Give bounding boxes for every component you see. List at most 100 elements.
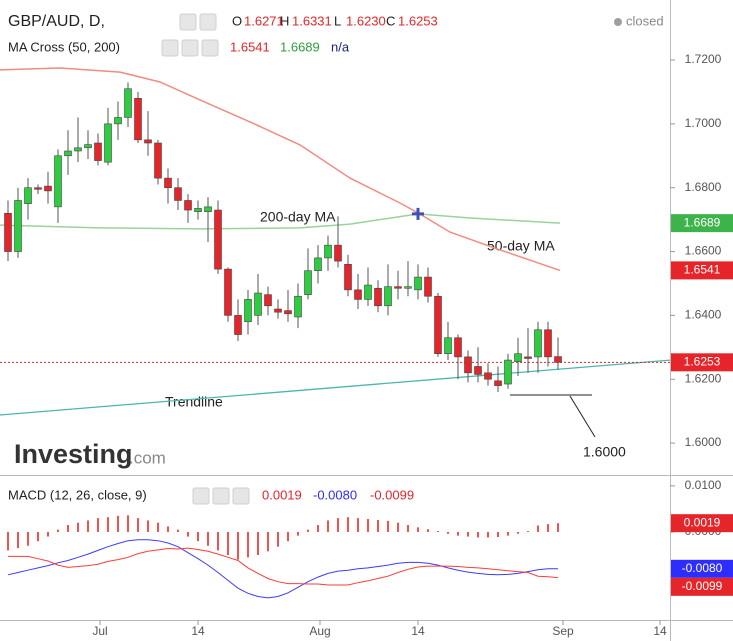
ohlc-label: O [232,13,242,28]
icon[interactable] [192,487,210,505]
annotation-line [569,395,596,438]
price-badge [671,261,733,280]
indicator-value: n/a [331,39,350,54]
x-tick-label: 14 [653,624,667,638]
histogram-bar [247,531,249,558]
candle-body [144,139,152,144]
histogram-bar [117,515,119,532]
histogram-bar [187,531,189,537]
candle-body [114,117,122,125]
candle-body [434,295,442,354]
candle-body [24,187,32,204]
candle-body [64,150,72,157]
histogram-bar [557,523,559,532]
candle-body [184,200,192,211]
candle-body [334,244,342,262]
candle-body [134,98,142,141]
ma-label: 50-day MA [487,238,555,254]
logo: Investing [14,439,133,469]
histogram-bar [367,519,369,532]
candle-body [324,244,332,259]
histogram-bar [337,518,339,532]
candle-body [234,315,242,335]
price-badge-label: 1.6689 [684,215,721,229]
icon[interactable] [232,487,250,505]
candle-body [124,88,132,118]
histogram-bar [447,531,449,534]
price-badge-label: -0.0099 [682,579,723,593]
candle-body [84,144,92,149]
ohlc-label: C [386,13,395,28]
icon[interactable] [179,13,197,31]
cross-marker [412,207,424,220]
y-tick-label: 1.7000 [685,116,722,130]
histogram-bar [197,531,199,542]
histogram-bar [287,531,289,542]
candle-body [464,356,472,374]
x-tick-label: Sep [552,624,574,638]
toolbar-icons [161,13,622,505]
annotation-label: 1.6000 [583,444,626,460]
indicator-title: MA Cross (50, 200) [8,39,120,54]
macd-value: 0.0019 [262,487,302,502]
candle-body [514,353,522,362]
candle-body [204,206,212,212]
ohlc-label: H [280,13,289,28]
candle-body [424,276,432,297]
histogram-bar [237,531,239,560]
icon[interactable] [212,487,230,505]
histogram-bar [427,529,429,532]
candle-body [544,329,552,358]
candle-body [244,299,252,323]
macd-line [8,547,559,586]
histogram-bar [507,531,509,536]
histogram-bar [67,525,69,532]
candle-body [54,155,62,208]
x-tick-label: Aug [309,624,330,638]
macd-value: -0.0080 [313,487,357,502]
y-tick-label: 1.6200 [685,371,722,385]
x-tick-label: 14 [191,624,205,638]
icon[interactable] [181,39,199,57]
histogram-bar [307,529,309,532]
ohlc-label: L [334,13,341,28]
histogram-bar [317,525,319,532]
histogram-bar [397,522,399,532]
icon[interactable] [199,13,217,31]
histogram-bar [547,524,549,532]
histogram-bar [357,518,359,532]
candle-body [264,294,272,307]
candle-body [394,286,402,289]
histogram-bar [537,525,539,532]
candle-body [554,356,562,363]
candle-body [414,276,422,291]
price-badge [671,514,733,533]
candle-body [444,337,452,354]
histogram-bar [167,526,169,532]
y-tick-label: 1.7200 [685,52,722,66]
price-badge [671,559,733,578]
icon[interactable] [161,39,179,57]
trendline-label: Trendline [165,394,223,410]
histogram-bar [487,531,489,538]
histogram-bar [87,520,89,532]
y-tick-label: 1.6400 [685,308,722,322]
candle-body [44,185,52,192]
histogram-bar [177,529,179,532]
histogram-bar [277,531,279,547]
histogram-bar [477,531,479,538]
candle-body [74,147,82,152]
price-badge-label: 0.0019 [684,515,721,529]
histogram-bar [217,531,219,551]
icon[interactable] [201,39,219,57]
histogram-bar [327,520,329,532]
candle-body [354,289,362,300]
candle-body [374,287,382,307]
market-status: closed [626,13,664,28]
indicator-value: 1.6689 [280,39,320,54]
candle-body [474,366,482,375]
candle-body [254,292,262,316]
candle-body [274,308,282,313]
